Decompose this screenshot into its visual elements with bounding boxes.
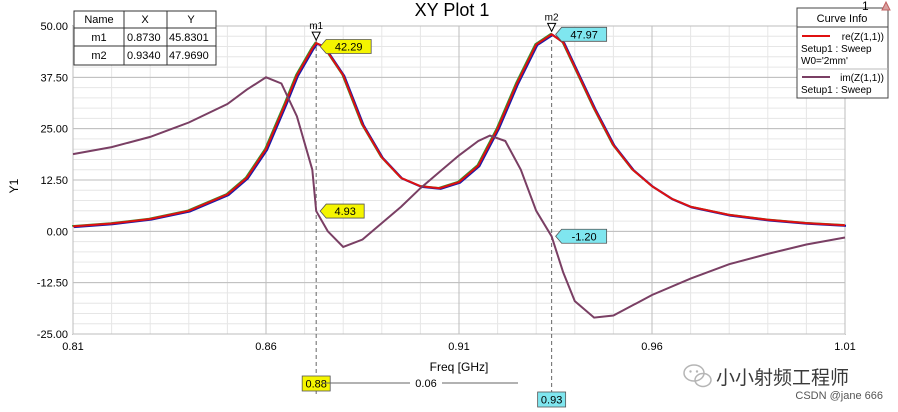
series-line-0	[72, 33, 846, 228]
marker-triangle-m2	[546, 22, 557, 33]
table-cell-m2-name: m2	[91, 50, 106, 62]
watermark: 小小射频工程师 CSDN @jane 666	[683, 364, 883, 402]
y-tick-label: 12.50	[40, 175, 68, 187]
marker-table: Name X Y m1 0.8730 45.8301 m2 0.9340 47.…	[73, 10, 217, 66]
y-tick-label: 50.00	[40, 21, 68, 33]
y-tick-label: -25.00	[37, 329, 68, 341]
legend-entry-im-label: im(Z(1,1))	[840, 73, 884, 84]
y-tick-label: 25.00	[40, 124, 68, 136]
y-tick-label: 37.50	[40, 72, 68, 84]
legend-entry-im-line1: Setup1 : Sweep	[801, 85, 872, 96]
y-axis-label: Y1	[7, 178, 21, 193]
legend-entry-re-line2: W0='2mm'	[801, 56, 848, 67]
annotation-box-a3	[555, 26, 608, 42]
annotations-group: 42.29 4.93 47.97 -1.20	[319, 26, 608, 244]
x-readouts: 0.88 0.93	[301, 375, 567, 408]
x-axis-ticks: 0.81 0.86 0.91 0.96 1.01	[62, 341, 855, 353]
x-tick-label: 0.96	[641, 341, 662, 353]
legend-entry-re-label: re(Z(1,1))	[842, 32, 884, 43]
annotation-text-a1: 42.29	[335, 42, 363, 54]
legend-title: Curve Info	[817, 13, 868, 25]
marker-triangle-m1	[311, 31, 321, 42]
annotation-box-a2	[319, 203, 365, 219]
table-cell-m1-y: 45.8301	[169, 32, 209, 44]
legend: Curve Info re(Z(1,1)) Setup1 : Sweep W0=…	[796, 7, 889, 99]
annotation-text-a3: 47.97	[570, 29, 598, 41]
table-cell-m2-x: 0.9340	[127, 50, 161, 62]
annotation-text-a2: 4.93	[334, 206, 355, 218]
corner-arrow-icon[interactable]	[881, 0, 891, 11]
x-tick-label: 0.86	[255, 341, 276, 353]
x-readout-text-1: 0.93	[541, 395, 562, 407]
table-header-x: X	[141, 14, 149, 26]
annotation-text-a4: -1.20	[572, 231, 597, 243]
x-readout-box-1	[537, 391, 567, 408]
x-tick-label: 0.91	[448, 341, 469, 353]
table-header-y: Y	[187, 14, 195, 26]
delta-label: 0.06	[415, 378, 436, 390]
markers-group: m1 m2	[309, 12, 559, 42]
series-line-1	[72, 76, 846, 319]
y-axis-ticks: 50.00 37.50 25.00 12.50 0.00 -12.50 -25.00	[37, 21, 68, 341]
marker-label-m2: m2	[545, 12, 559, 23]
legend-entry-re-line1: Setup1 : Sweep	[801, 44, 872, 55]
table-cell-m1-name: m1	[91, 32, 106, 44]
x-tick-label: 1.01	[834, 341, 855, 353]
marker-label-m1: m1	[309, 21, 323, 32]
x-tick-label: 0.81	[62, 341, 83, 353]
x-axis-label: Freq [GHz]	[430, 360, 489, 374]
corner-label: 1	[862, 0, 869, 13]
y-tick-label: -12.50	[37, 278, 68, 290]
annotation-box-a4	[555, 228, 608, 244]
watermark-credit: CSDN @jane 666	[795, 390, 883, 402]
chart-title: XY Plot 1	[415, 0, 490, 20]
wechat-icon	[683, 364, 712, 388]
table-cell-m1-x: 0.8730	[127, 32, 161, 44]
y-tick-label: 0.00	[47, 226, 68, 238]
series-group	[71, 32, 847, 319]
table-header-name: Name	[84, 14, 113, 26]
x-readout-text-0: 0.88	[305, 379, 326, 391]
annotation-box-a1	[319, 39, 372, 54]
table-cell-m2-y: 47.9690	[169, 50, 209, 62]
watermark-brand: 小小射频工程师	[716, 367, 849, 389]
